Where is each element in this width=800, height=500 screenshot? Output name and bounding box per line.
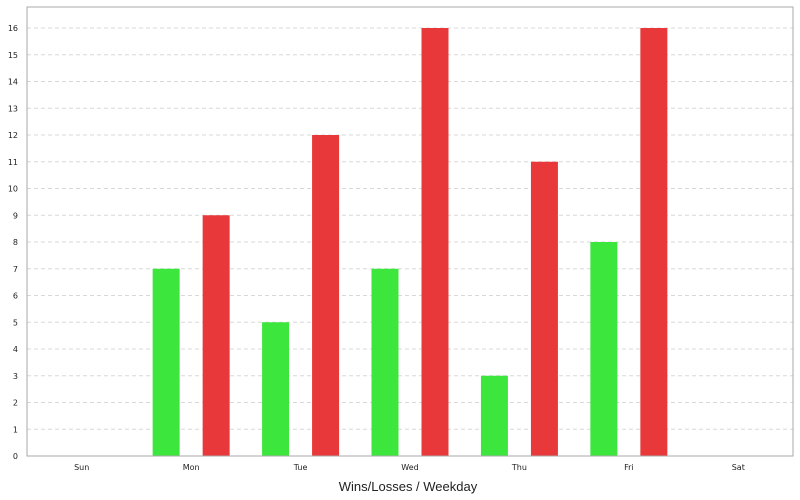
- bar: [202, 215, 230, 456]
- x-tick-label: Sun: [74, 463, 89, 472]
- y-tick-label: 1: [13, 425, 18, 434]
- bar: [312, 135, 340, 456]
- bar: [530, 161, 558, 456]
- y-tick-label: 2: [13, 399, 18, 408]
- y-tick-label: 6: [13, 292, 18, 301]
- bar: [152, 268, 180, 456]
- gridlines: [27, 27, 793, 430]
- x-tick-label: Thu: [511, 463, 527, 472]
- bars: [152, 28, 668, 456]
- bar: [590, 242, 618, 456]
- y-tick-label: 9: [13, 211, 18, 220]
- y-tick-label: 7: [13, 265, 18, 274]
- axes: [26, 6, 794, 457]
- y-tick-label: 15: [8, 51, 18, 60]
- y-tick-label: 12: [8, 131, 18, 140]
- y-tick-label: 13: [8, 104, 18, 113]
- y-tick-label: 5: [13, 318, 18, 327]
- y-tick-label: 16: [8, 24, 18, 33]
- bar: [262, 322, 290, 456]
- x-tick-label: Wed: [401, 463, 418, 472]
- x-tick-label: Tue: [293, 463, 308, 472]
- x-axis-title: Wins/Losses / Weekday: [339, 479, 478, 494]
- plot-frame: [26, 6, 794, 457]
- x-tick-label: Sat: [732, 463, 745, 472]
- x-tick-label: Mon: [183, 463, 200, 472]
- bar: [371, 268, 399, 456]
- x-tick-label: Fri: [624, 463, 634, 472]
- bar: [421, 28, 449, 456]
- y-tick-label: 3: [13, 372, 18, 381]
- y-tick-label: 8: [13, 238, 18, 247]
- bar: [640, 28, 668, 456]
- y-tick-label: 4: [13, 345, 18, 354]
- y-tick-label: 14: [8, 78, 18, 87]
- y-tick-label: 11: [8, 158, 18, 167]
- x-tick-labels: Sun Mon Tue Wed Thu Fri Sat: [74, 463, 745, 472]
- y-tick-label: 0: [13, 452, 18, 461]
- y-tick-label: 10: [8, 185, 18, 194]
- bar: [480, 375, 508, 456]
